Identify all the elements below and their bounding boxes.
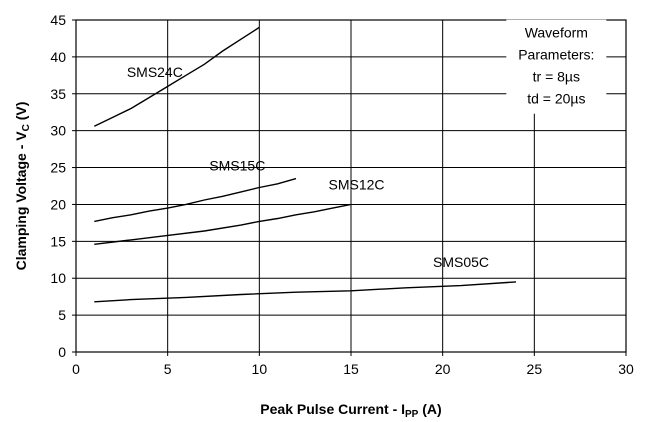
y-tick-label-0: 0 <box>58 344 66 360</box>
series-label-sms12c: SMS12C <box>328 177 384 193</box>
x-tick-label-5: 5 <box>164 361 172 377</box>
series-label-sms05c: SMS05C <box>433 254 489 270</box>
series-line-sms05c <box>94 281 517 303</box>
x-tick-label-10: 10 <box>252 361 268 377</box>
series-labels: SMS24C SMS15C SMS12C SMS05C <box>127 64 489 270</box>
series-line-sms12c <box>94 203 352 245</box>
y-tick-label-25: 25 <box>50 160 66 176</box>
x-tick-label-30: 30 <box>618 361 634 377</box>
annotation-line-4: td = 20µs <box>527 91 585 107</box>
series-label-sms24c: SMS24C <box>127 64 183 80</box>
series-line-sms15c <box>94 177 297 223</box>
y-tick-label-15: 15 <box>50 233 66 249</box>
series-curves <box>93 26 517 303</box>
y-tick-label-20: 20 <box>50 196 66 212</box>
y-tick-label-5: 5 <box>58 307 66 323</box>
y-tick-label-45: 45 <box>50 12 66 28</box>
series-label-sms15c: SMS15C <box>209 158 265 174</box>
x-tick-label-20: 20 <box>435 361 451 377</box>
x-tick-label-25: 25 <box>527 361 543 377</box>
annotation-line-3: tr = 8µs <box>533 69 580 85</box>
y-tick-label-35: 35 <box>50 86 66 102</box>
waveform-annotation: Waveform Parameters: tr = 8µs td = 20µs <box>506 19 607 114</box>
x-ticks: 0 5 10 15 20 25 30 <box>72 352 634 377</box>
series-line-sms24c <box>93 26 260 127</box>
y-tick-label-40: 40 <box>50 49 66 65</box>
annotation-line-1: Waveform <box>525 25 588 41</box>
y-tick-label-10: 10 <box>50 270 66 286</box>
x-axis-label: Peak Pulse Current - IPP (A) <box>260 401 441 420</box>
y-tick-label-30: 30 <box>50 123 66 139</box>
y-ticks: 0 5 10 15 20 25 30 35 40 45 <box>50 12 76 360</box>
x-tick-label-15: 15 <box>343 361 359 377</box>
annotation-background <box>506 19 607 114</box>
annotation-line-2: Parameters: <box>518 47 594 63</box>
y-axis-label: Clamping Voltage - VC (V) <box>13 102 32 271</box>
x-tick-label-0: 0 <box>72 361 80 377</box>
